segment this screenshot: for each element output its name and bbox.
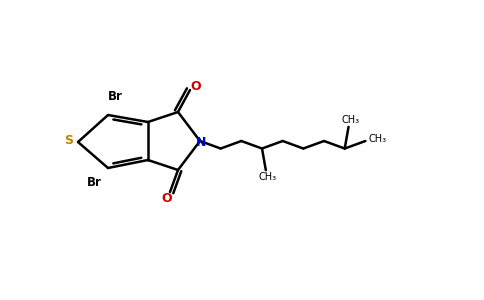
Text: Br: Br: [107, 91, 122, 103]
Text: S: S: [64, 134, 74, 146]
Text: O: O: [191, 80, 201, 92]
Text: CH₃: CH₃: [368, 134, 386, 144]
Text: O: O: [162, 193, 172, 206]
Text: N: N: [196, 136, 206, 148]
Text: CH₃: CH₃: [342, 115, 360, 125]
Text: Br: Br: [87, 176, 102, 190]
Text: CH₃: CH₃: [259, 172, 277, 182]
